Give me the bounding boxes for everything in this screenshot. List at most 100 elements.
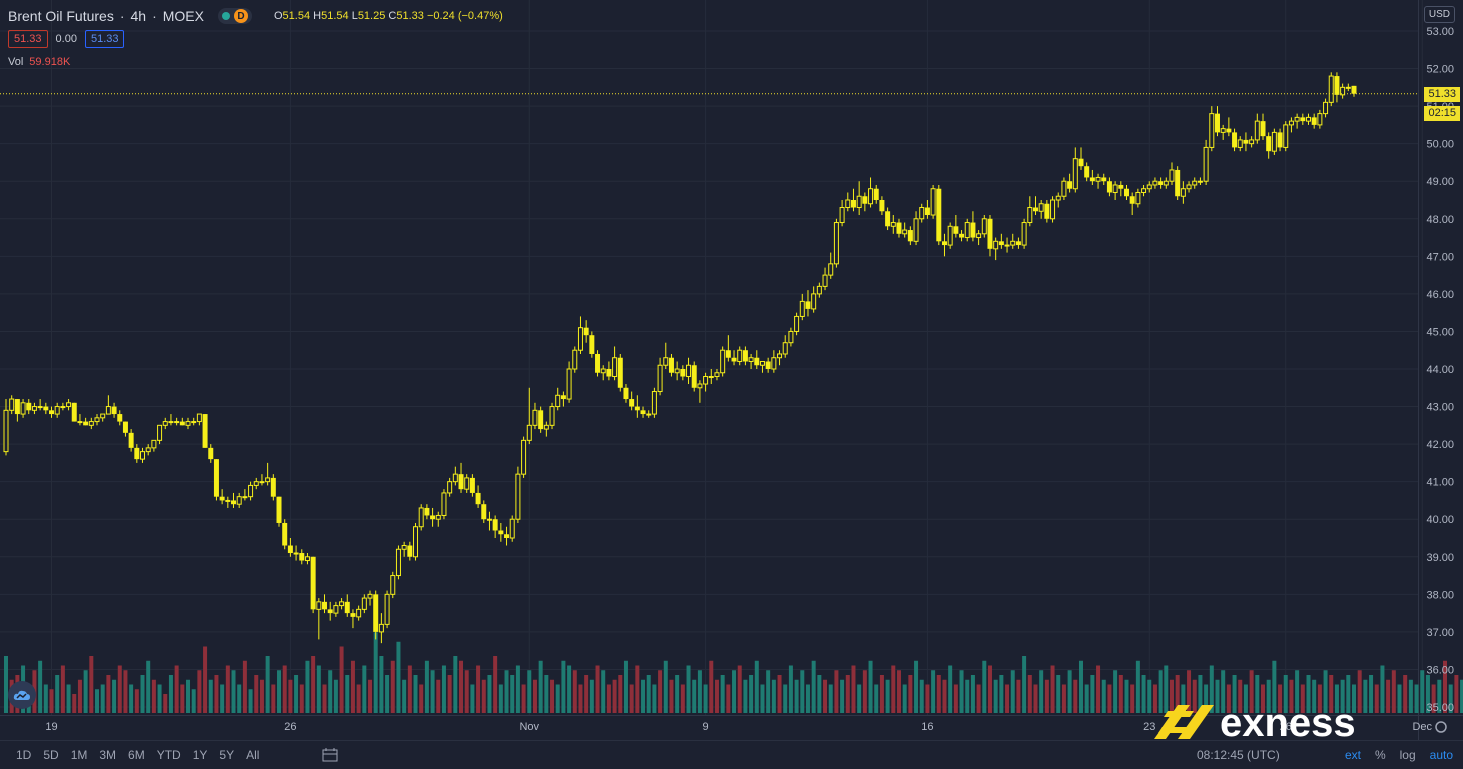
symbol-name[interactable]: Brent Oil Futures [8, 8, 114, 24]
volume-bar [83, 670, 88, 713]
candle-body-down [538, 410, 544, 430]
volume-bar [709, 660, 714, 713]
exness-logo-text: exness [1220, 701, 1356, 745]
candle-body-up [333, 605, 339, 614]
volume-bar [1260, 684, 1265, 713]
volume-bar [447, 675, 452, 713]
range-selector: 1D 5D 1M 3M 6M YTD 1Y 5Y All [16, 748, 259, 762]
candle-body-up [566, 368, 572, 400]
volume-bar [953, 684, 958, 713]
volume-bar [1056, 675, 1061, 713]
range-6m[interactable]: 6M [128, 748, 145, 762]
range-1y[interactable]: 1Y [192, 748, 208, 762]
volume-bar [470, 684, 475, 713]
candle-body-up [1305, 116, 1311, 122]
candle-body-down [117, 414, 123, 422]
volume-bar [1187, 670, 1192, 713]
utc-clock[interactable]: 08:12:45 (UTC) [1197, 748, 1280, 762]
candle-body-up [822, 274, 828, 287]
candle-body-down [1101, 177, 1107, 182]
cloud-icon[interactable] [8, 681, 36, 709]
range-ytd[interactable]: YTD [156, 748, 181, 762]
candle-body-up [1004, 244, 1010, 247]
volume-bar [1334, 684, 1339, 713]
candle-body-up [748, 357, 754, 362]
volume-bar [1067, 670, 1072, 713]
y-tick-label: 50.00 [1426, 139, 1454, 151]
range-5y[interactable]: 5Y [219, 748, 235, 762]
y-tick-label: 36.00 [1426, 664, 1454, 676]
log-toggle[interactable]: log [1399, 748, 1416, 762]
range-3m[interactable]: 3M [99, 748, 117, 762]
volume-bar [703, 684, 708, 713]
volume-bar [328, 670, 333, 713]
volume-bar [38, 660, 43, 713]
volume-bar [106, 675, 111, 713]
volume-bar [208, 679, 213, 713]
range-1m[interactable]: 1M [70, 748, 88, 762]
volume-bar [606, 684, 611, 713]
volume-bar [538, 660, 543, 713]
price-chart[interactable]: 53.0052.0051.0050.0049.0048.0047.0046.00… [0, 0, 1463, 740]
ask-price[interactable]: 51.33 [84, 30, 125, 48]
volume-bar [1454, 675, 1459, 713]
candle-body-down [873, 188, 879, 200]
volume-bar [879, 675, 884, 713]
candle-body-down [1214, 113, 1220, 133]
candle-body-up [367, 593, 373, 599]
volume-bar [271, 684, 276, 713]
currency-button[interactable]: USD [1423, 6, 1455, 23]
goto-date-icon[interactable] [322, 748, 340, 765]
volume-bar [1061, 684, 1066, 713]
candle-body-down [202, 414, 208, 448]
volume-bar [1289, 679, 1294, 713]
candle-body-up [720, 349, 726, 374]
volume-bar [623, 660, 628, 713]
y-tick-label: 40.00 [1426, 514, 1454, 526]
volume-bar [891, 665, 896, 713]
percent-toggle[interactable]: % [1374, 748, 1386, 762]
volume-bar [527, 670, 532, 713]
volume-bar [1130, 684, 1135, 713]
settings-icon[interactable] [1435, 721, 1447, 733]
range-5d[interactable]: 5D [43, 748, 59, 762]
candle-body-up [418, 507, 424, 528]
candle-body-up [771, 357, 777, 370]
candle-body-down [213, 459, 219, 497]
range-1d[interactable]: 1D [16, 748, 32, 762]
volume-bar [675, 675, 680, 713]
volume-bar [680, 684, 685, 713]
volume-bar [430, 670, 435, 713]
candle-body-up [1186, 184, 1192, 190]
candle-body-up [356, 608, 362, 618]
candle-body-up [1220, 128, 1226, 133]
candle-body-down [179, 421, 185, 426]
auto-toggle[interactable]: auto [1429, 748, 1453, 762]
candle-body-down [941, 241, 947, 246]
ext-toggle[interactable]: ext [1344, 748, 1361, 762]
candle-body-up [145, 447, 151, 453]
candle-body-down [1175, 169, 1181, 197]
candle-body-down [885, 211, 891, 227]
candle-body-up [788, 330, 794, 344]
volume-bar [203, 646, 208, 713]
volume-bar [1460, 679, 1463, 713]
volume-bar [760, 684, 765, 713]
candle-body-up [532, 409, 538, 426]
candle-body-up [265, 477, 271, 483]
candle-body-up [60, 406, 66, 409]
candle-body-down [1067, 181, 1073, 189]
range-all[interactable]: All [246, 748, 260, 762]
interval-label[interactable]: 4h [130, 8, 147, 24]
candle-body-up [1197, 180, 1203, 183]
bid-price[interactable]: 51.33 [8, 30, 48, 48]
candle-body-down [111, 406, 117, 415]
candle-body-up [157, 424, 163, 441]
market-status[interactable]: D [217, 8, 252, 24]
candle-body-up [390, 575, 396, 595]
volume-bar [220, 684, 225, 713]
volume-bar [777, 675, 782, 713]
volume-bar [1278, 684, 1283, 713]
bar-countdown-badge: 02:15 [1424, 106, 1460, 121]
candle-body-down [469, 477, 475, 493]
